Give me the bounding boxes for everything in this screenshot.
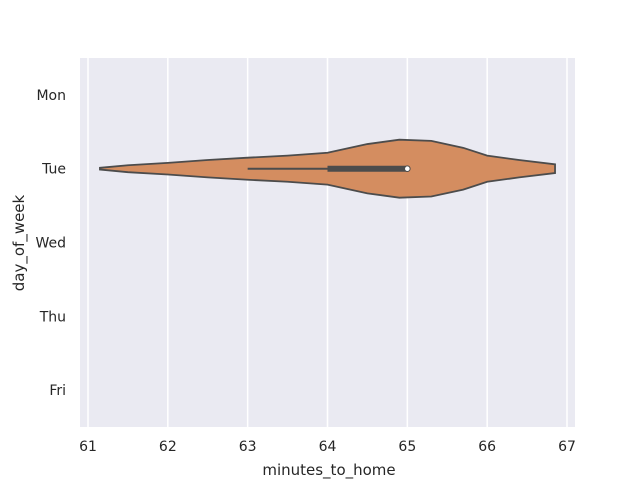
y-tick-label-fri: Fri bbox=[49, 383, 66, 399]
x-tick-label-62: 62 bbox=[159, 439, 177, 455]
x-tick-label-65: 65 bbox=[398, 439, 416, 455]
violin-layer bbox=[99, 138, 556, 199]
x-tick-label-66: 66 bbox=[478, 439, 496, 455]
x-tick-label-61: 61 bbox=[79, 439, 97, 455]
y-tick-label-mon: Mon bbox=[36, 88, 66, 104]
violin-median-tue bbox=[404, 165, 411, 172]
x-axis-ticks: 61 62 63 64 65 66 67 bbox=[79, 439, 576, 455]
grid-layer bbox=[87, 58, 568, 427]
x-axis-label: minutes_to_home bbox=[262, 461, 395, 480]
y-tick-label-wed: Wed bbox=[35, 236, 66, 252]
x-tick-label-63: 63 bbox=[239, 439, 257, 455]
y-axis-ticks: Mon Tue Wed Thu Fri bbox=[35, 88, 66, 399]
x-tick-label-67: 67 bbox=[558, 439, 576, 455]
x-tick-label-64: 64 bbox=[319, 439, 337, 455]
y-tick-label-tue: Tue bbox=[41, 162, 66, 178]
y-tick-label-thu: Thu bbox=[39, 309, 66, 325]
y-axis-label: day_of_week bbox=[10, 194, 29, 291]
